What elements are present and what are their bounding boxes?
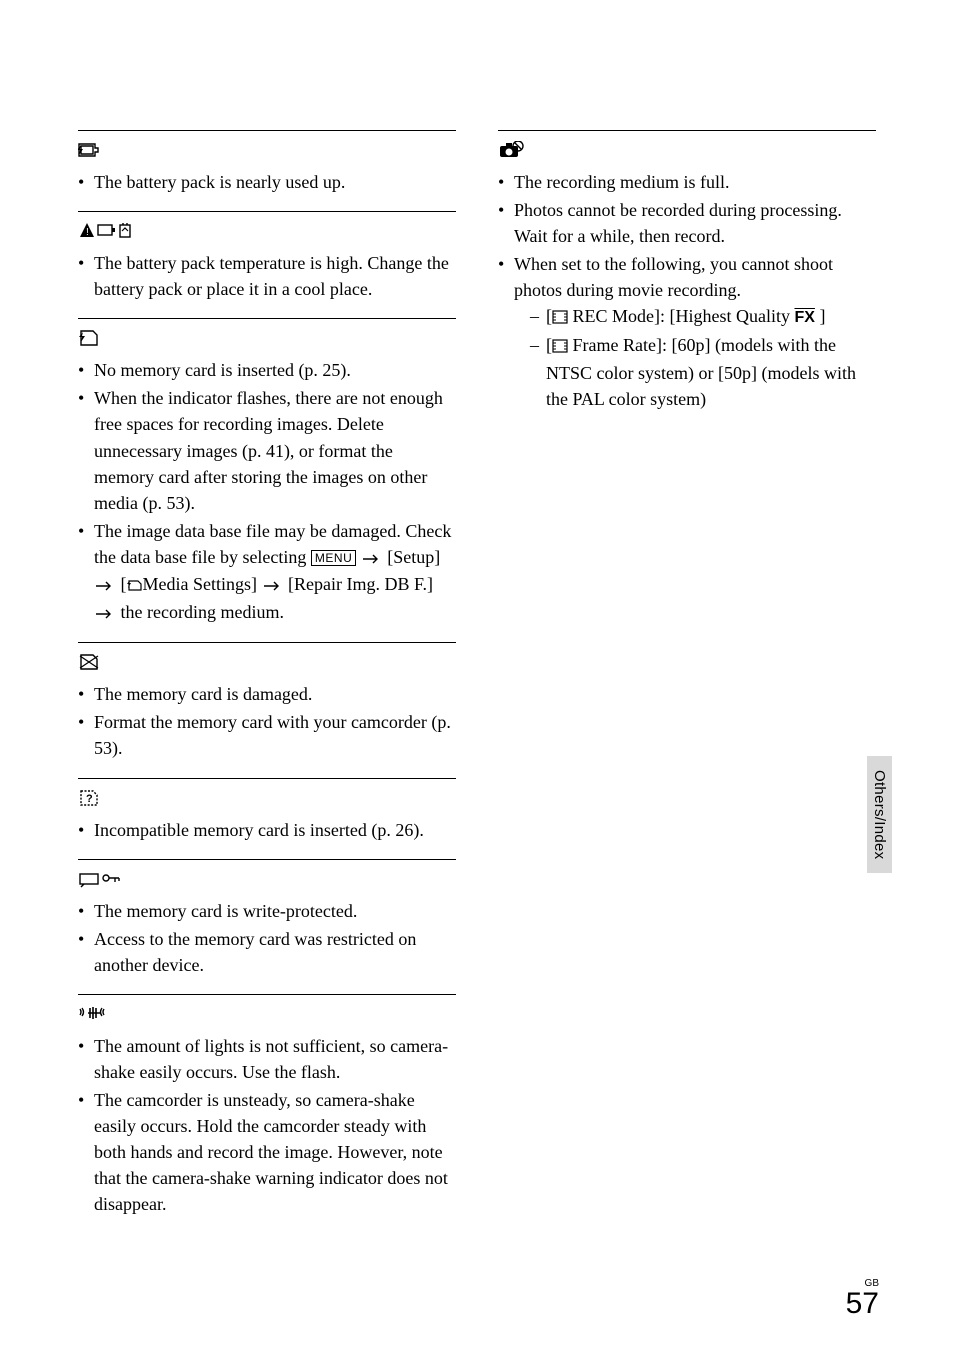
left-column: The battery pack is nearly used up. ! Th… [78,130,456,1234]
text: ] [819,306,825,326]
list-item: The camcorder is unsteady, so camera-sha… [78,1087,456,1217]
section-card-incompat: ? Incompatible memory card is inserted (… [78,778,456,859]
arrow-icon [96,572,114,598]
section-camera-shake: The amount of lights is not sufficient, … [78,994,456,1234]
right-column: The recording medium is full. Photos can… [498,130,876,1234]
list-item: Photos cannot be recorded during process… [498,197,876,249]
list-item: When the indicator flashes, there are no… [78,385,456,515]
list-item: The memory card is write-protected. [78,898,456,924]
bullet-list: The memory card is write-protected. Acce… [78,898,456,978]
text: When set to the following, you cannot sh… [514,254,833,300]
section-battery-temp: ! The battery pack temperature is high. … [78,211,456,318]
movie-icon [552,305,568,331]
section-no-card: No memory card is inserted (p. 25). When… [78,318,456,642]
bullet-list: The battery pack temperature is high. Ch… [78,250,456,302]
bullet-list: The amount of lights is not sufficient, … [78,1033,456,1218]
text: [Setup] [387,547,440,567]
sub-list: [ REC Mode]: [Highest Quality FX ] [ Fra… [514,303,876,411]
section-card-damaged: The memory card is damaged. Format the m… [78,642,456,777]
list-item: Incompatible memory card is inserted (p.… [78,817,456,843]
section-tab: Others/Index [867,756,892,873]
text: [Repair Img. DB F.] [288,574,433,594]
card-unknown-icon: ? [78,785,456,811]
text: the recording medium. [121,602,284,622]
fx-label: FX [794,306,814,329]
page-num-value: 57 [846,1289,879,1319]
list-item: The recording medium is full. [498,169,876,195]
bullet-list: No memory card is inserted (p. 25). When… [78,357,456,626]
arrow-icon [96,600,114,626]
list-item: The amount of lights is not sufficient, … [78,1033,456,1085]
memory-card-icon [78,325,456,351]
sub-item: [ Frame Rate]: [60p] (models with the NT… [530,332,876,412]
bullet-list: Incompatible memory card is inserted (p.… [78,817,456,843]
list-item: The battery pack is nearly used up. [78,169,456,195]
menu-box-icon: MENU [311,550,356,566]
arrow-icon [264,572,282,598]
list-item: The battery pack temperature is high. Ch… [78,250,456,302]
list-item: No memory card is inserted (p. 25). [78,357,456,383]
battery-low-icon [78,137,456,163]
page-number: GB 57 [846,1279,879,1319]
section-battery-low: The battery pack is nearly used up. [78,130,456,211]
page-content: The battery pack is nearly used up. ! Th… [0,0,954,1294]
list-item: The image data base file may be damaged.… [78,518,456,626]
card-damaged-icon [78,649,456,675]
text: REC Mode]: [Highest Quality [573,306,795,326]
text: Media Settings] [143,574,262,594]
svg-text:?: ? [86,793,93,805]
bullet-list: The recording medium is full. Photos can… [498,169,876,412]
section-write-protect: The memory card is write-protected. Acce… [78,859,456,994]
sub-item: [ REC Mode]: [Highest Quality FX ] [530,303,876,331]
bullet-list: The memory card is damaged. Format the m… [78,681,456,761]
bullet-list: The battery pack is nearly used up. [78,169,456,195]
section-medium-full: The recording medium is full. Photos can… [498,130,876,428]
media-settings-icon [127,573,143,599]
movie-icon [552,334,568,360]
list-item: When set to the following, you cannot sh… [498,251,876,412]
card-lock-icon [78,866,456,892]
svg-text:!: ! [86,227,89,238]
arrow-icon [363,545,381,571]
list-item: Access to the memory card was restricted… [78,926,456,978]
text: Frame Rate]: [60p] (models with the NTSC… [546,335,856,409]
shake-icon [78,1001,456,1027]
list-item: The memory card is damaged. [78,681,456,707]
photo-full-icon [498,137,876,163]
battery-warning-icon: ! [78,218,456,244]
list-item: Format the memory card with your camcord… [78,709,456,761]
